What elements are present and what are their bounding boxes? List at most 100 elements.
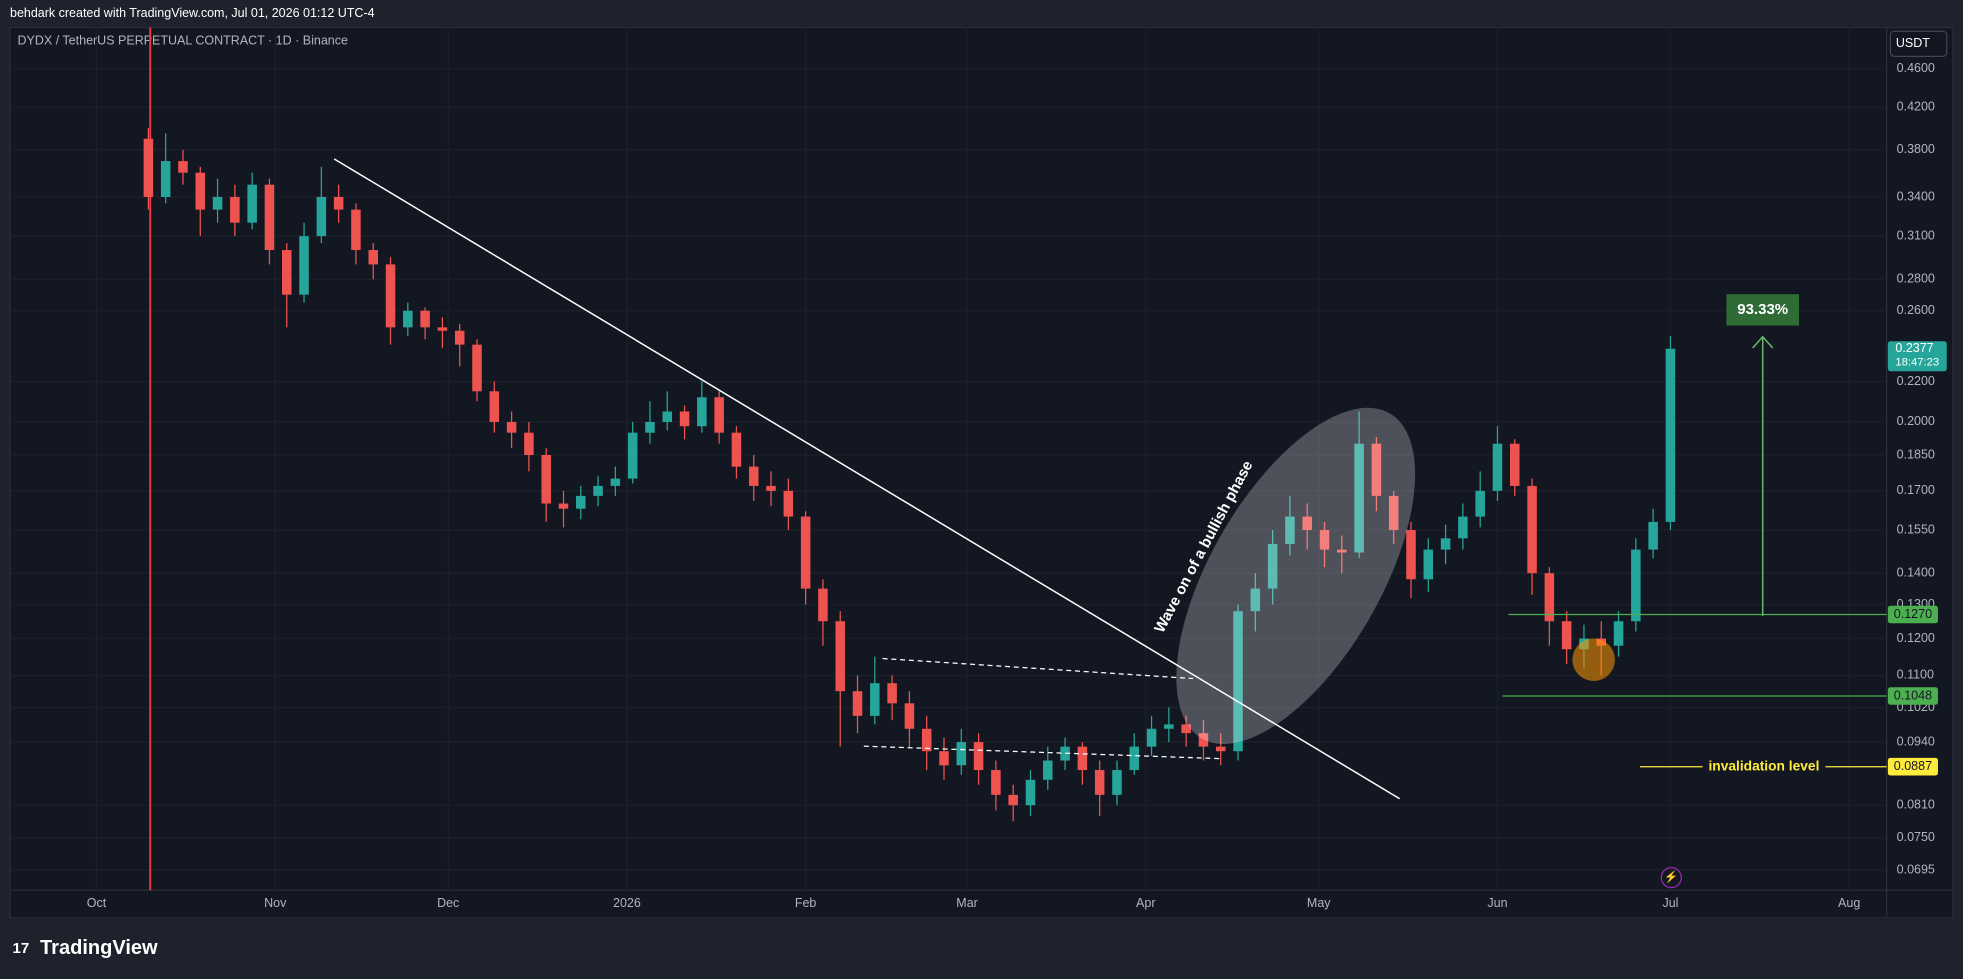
candle-body [1146, 728, 1157, 747]
price-label-box [1887, 687, 1938, 705]
candle-body [593, 485, 603, 496]
candle-body [697, 397, 707, 427]
candle-body [1302, 516, 1312, 531]
candle-body [921, 728, 932, 752]
candle-body [316, 196, 327, 237]
candle-body [1112, 770, 1122, 795]
candle-body [783, 490, 794, 517]
candle-body [1665, 348, 1676, 522]
candle-body [1492, 443, 1503, 491]
candle-body [870, 683, 880, 716]
highlight-circle [1572, 638, 1615, 682]
candle-body [1129, 746, 1140, 771]
candle-body [1215, 746, 1226, 752]
y-tick-label: 0.0695 [1897, 862, 1935, 876]
x-tick-label: Mar [956, 896, 978, 910]
candle-body [1544, 573, 1555, 622]
logo[interactable]: TradingView [40, 937, 158, 959]
candle-body [1423, 549, 1434, 580]
y-tick-label: 0.1850 [1897, 447, 1935, 461]
candle-body [1527, 485, 1537, 574]
candle-body [835, 621, 845, 692]
candle-body [1008, 794, 1018, 806]
candle-body [1164, 724, 1174, 729]
y-tick-label: 0.4600 [1897, 61, 1935, 75]
candle-body [1060, 746, 1070, 761]
candle-body [1285, 516, 1295, 544]
candle-body [230, 196, 240, 223]
candle-body [1631, 549, 1641, 622]
candle-body [1440, 538, 1451, 550]
candle-body [956, 742, 967, 766]
price-label-box [1887, 605, 1938, 624]
candle-body [247, 184, 257, 223]
y-tick-label: 0.1100 [1897, 668, 1934, 682]
candle-body [1043, 760, 1053, 780]
price-label: 0.1270 [1894, 607, 1932, 621]
y-tick-label: 0.3100 [1897, 228, 1935, 242]
y-tick-label: 0.3800 [1897, 142, 1935, 156]
footer [0, 917, 1963, 979]
y-tick-label: 0.1200 [1897, 631, 1935, 645]
candle-body [1337, 549, 1347, 553]
candle-body [264, 184, 275, 251]
alert-icon-glyph[interactable]: ⚡ [1664, 870, 1678, 884]
candle-body [351, 209, 361, 251]
candle-body [143, 138, 154, 197]
candle-body [1648, 521, 1658, 550]
y-tick-label: 0.1550 [1897, 522, 1935, 536]
alert-icon[interactable] [1660, 866, 1682, 889]
candle-body [160, 161, 171, 197]
logo-mark[interactable]: 17 [13, 940, 30, 957]
candle-body [195, 172, 206, 210]
symbol-title: DYDX / TetherUS PERPETUAL CONTRACT · 1D … [18, 34, 348, 48]
x-tick-label: Jul [1662, 896, 1678, 910]
target-label: 93.33% [1737, 301, 1788, 318]
arrow-head [1752, 335, 1774, 349]
x-tick-label: Aug [1838, 896, 1860, 910]
candle-body [1319, 530, 1330, 550]
y-tick-label: 0.1700 [1897, 483, 1935, 497]
candle-body [627, 432, 638, 479]
x-tick-label: 2026 [613, 896, 641, 910]
candle-body [472, 344, 482, 392]
candle-body [281, 250, 292, 295]
candle-body [766, 485, 776, 491]
candle-body [1181, 724, 1191, 734]
candle-body [420, 310, 430, 328]
currency[interactable]: USDT [1896, 36, 1930, 50]
x-tick-label: Apr [1136, 896, 1155, 910]
y-tick-label: 0.2600 [1897, 303, 1935, 317]
candle-body [558, 503, 569, 509]
candle-body [541, 455, 551, 504]
attribution: behdark created with TradingView.com, Ju… [10, 6, 375, 20]
last-price-box [1887, 341, 1947, 372]
y-tick-label: 0.0750 [1897, 830, 1935, 844]
y-tick-label: 0.2000 [1897, 414, 1935, 428]
candle-body [679, 411, 690, 427]
candle-body [1458, 516, 1468, 539]
candle-body [818, 588, 828, 622]
candle-body [403, 310, 413, 328]
candle-body [731, 432, 742, 467]
highlight-ellipse [1176, 407, 1416, 744]
range-line [863, 745, 1221, 760]
candle-body [437, 327, 448, 331]
candle-body [800, 516, 811, 589]
candle-body [1025, 779, 1036, 806]
candle-body [748, 466, 759, 486]
candle-body [610, 478, 621, 486]
target-box [1726, 294, 1799, 326]
candle-body [1613, 621, 1624, 646]
candle-body [662, 411, 673, 422]
y-tick-label: 0.2800 [1897, 272, 1935, 286]
candle-body [212, 196, 223, 210]
candle-body [904, 703, 915, 729]
currency-button[interactable] [1889, 30, 1948, 57]
candle-body [385, 264, 396, 328]
y-tick-label: 0.0810 [1897, 797, 1935, 811]
candle-body [1475, 490, 1485, 517]
candle-body [1094, 770, 1105, 795]
